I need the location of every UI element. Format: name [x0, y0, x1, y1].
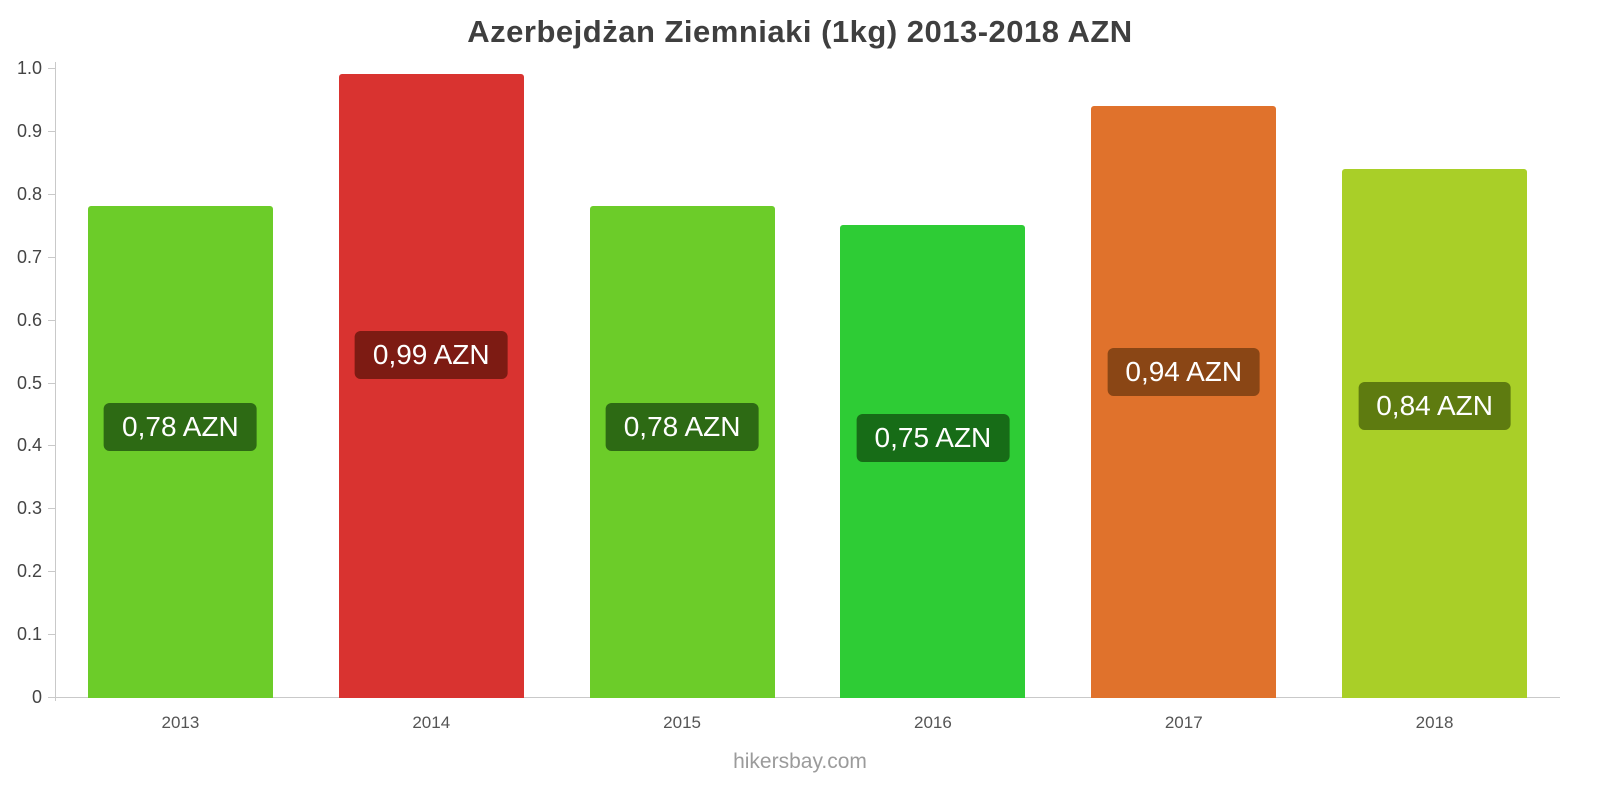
y-tick-label: 0.5: [16, 372, 42, 393]
y-tick-label: 0.6: [16, 309, 42, 330]
bar-value-label: 0,84 AZN: [1358, 382, 1511, 431]
bar-value-label: 0,94 AZN: [1107, 347, 1261, 396]
y-tick-label: 0.3: [16, 498, 42, 519]
x-tick-label: 2015: [663, 713, 701, 732]
y-tick-mark: [48, 130, 55, 132]
x-tick-label: 2016: [913, 713, 952, 732]
y-tick-mark: [48, 319, 55, 321]
bar-2017: [1091, 105, 1277, 698]
x-tick-label: 2018: [1415, 713, 1454, 732]
chart-title: Azerbejdżan Ziemniaki (1kg) 2013-2018 AZ…: [467, 14, 1133, 49]
y-tick-mark: [48, 697, 55, 698]
bar-2013: [87, 206, 273, 698]
bar-value-label: 0,99 AZN: [354, 330, 508, 379]
y-tick-label: 0.7: [16, 246, 42, 267]
y-tick-mark: [48, 256, 55, 258]
y-tick-label: 0.8: [16, 183, 42, 204]
bar-2016: [840, 225, 1026, 698]
y-tick-label: 0.9: [16, 120, 42, 141]
y-tick-label: 0.4: [16, 435, 42, 456]
y-tick-mark: [48, 445, 55, 447]
y-tick-mark: [48, 68, 55, 69]
x-tick-label: 2017: [1164, 713, 1203, 732]
bar-2015: [589, 206, 775, 698]
bar-value-label: 0,75 AZN: [856, 413, 1010, 462]
y-tick-mark: [48, 508, 55, 510]
y-tick-label: 0.2: [16, 561, 42, 582]
watermark: hikersbay.com: [733, 750, 867, 773]
x-tick-label: 2013: [161, 713, 200, 732]
x-axis-line: [48, 697, 1560, 698]
y-tick-label: 0.1: [16, 624, 42, 645]
bar-value-label: 0,78 AZN: [605, 403, 759, 452]
y-tick-label: 0: [31, 687, 42, 707]
bar-2014: [338, 74, 524, 698]
x-tick-label: 2014: [412, 713, 451, 732]
y-tick-mark: [48, 382, 55, 384]
y-tick-mark: [48, 193, 55, 195]
y-tick-label: 1.0: [16, 58, 42, 78]
bar-value-label: 0,78 AZN: [104, 403, 257, 452]
bar-2018: [1342, 168, 1528, 698]
y-axis-line: [55, 62, 56, 701]
y-tick-mark: [48, 634, 55, 636]
y-tick-mark: [48, 571, 55, 573]
